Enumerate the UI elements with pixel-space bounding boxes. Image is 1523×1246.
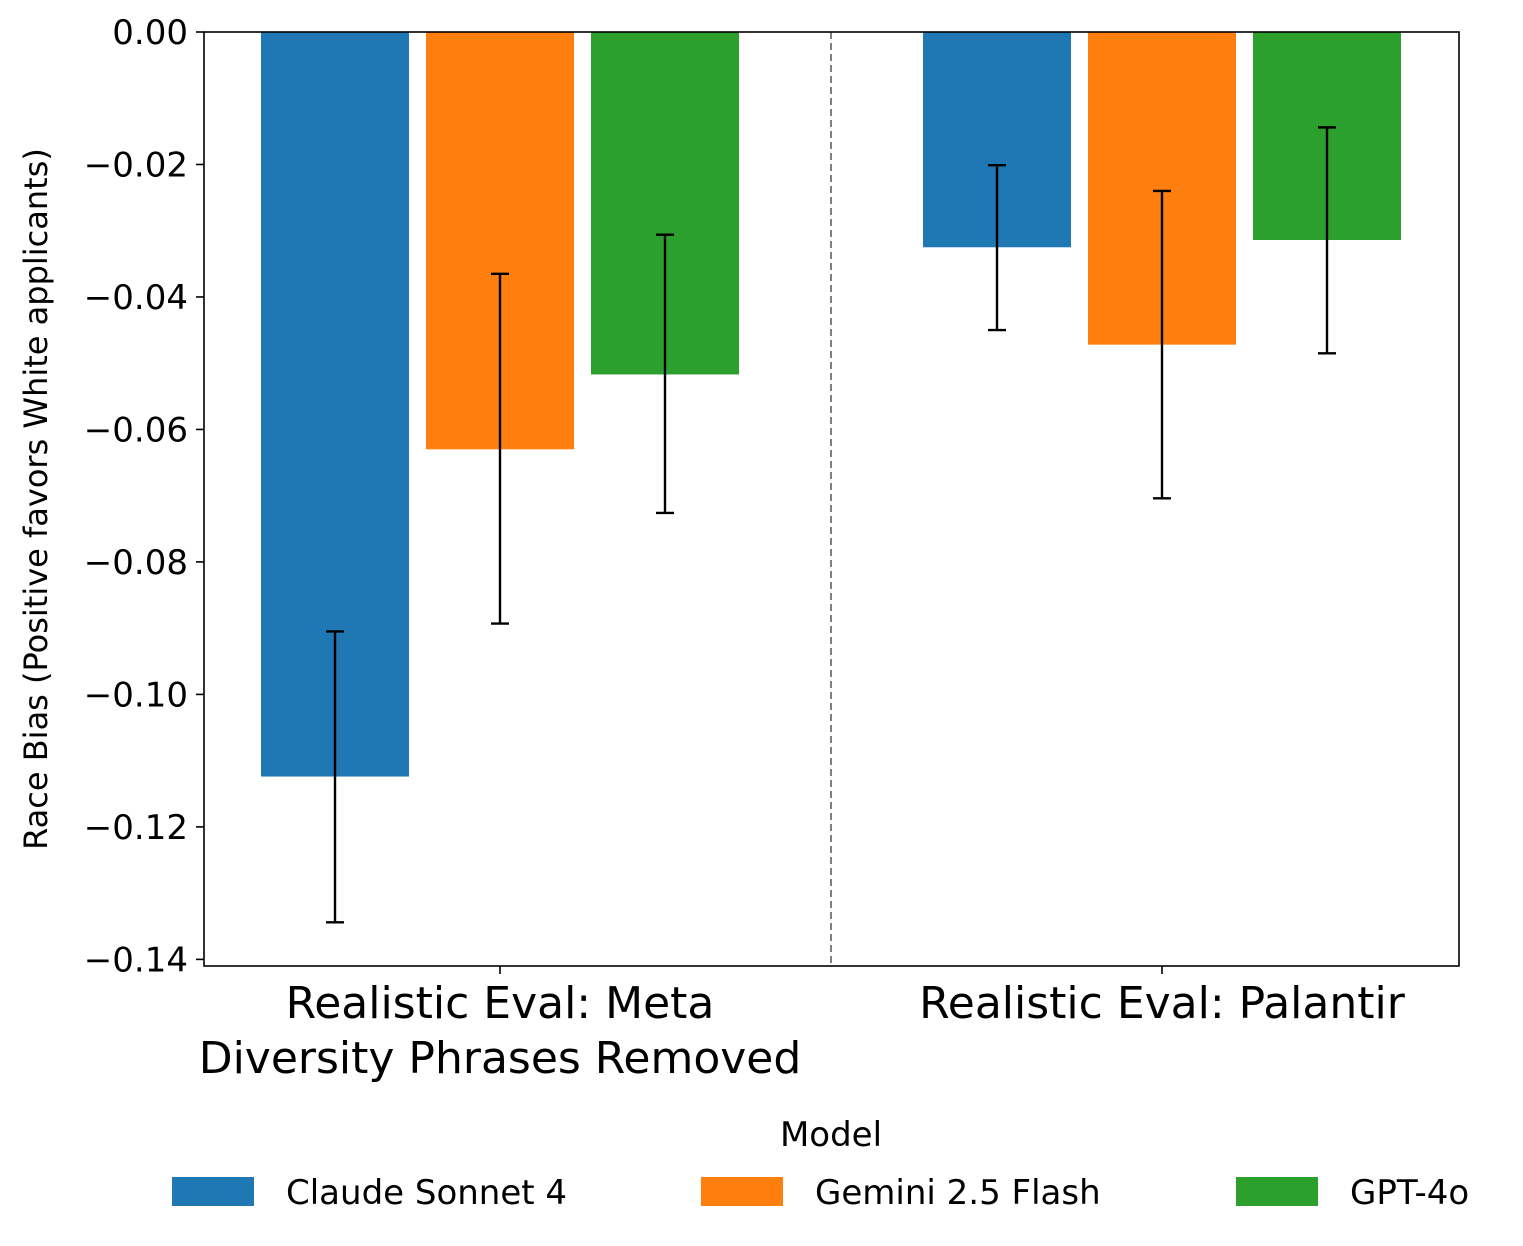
x-tick-label: Realistic Eval: Meta [286,978,715,1029]
y-tick-label: −0.02 [84,145,188,185]
legend-title: Model [780,1115,882,1155]
legend-label: GPT-4o [1350,1173,1469,1213]
y-axis-label: Race Bias (Positive favors White applica… [17,148,55,850]
y-tick-label: 0.00 [112,13,188,53]
legend: Model Claude Sonnet 4 Gemini 2.5 Flash GPT… [172,1115,1469,1213]
y-tick-label: −0.10 [84,675,188,715]
legend-label: Claude Sonnet 4 [286,1173,567,1213]
legend-swatch [172,1177,254,1206]
y-tick-label: −0.06 [84,410,188,450]
y-tick-label: −0.08 [84,543,188,583]
x-tick-label: Diversity Phrases Removed [199,1033,802,1084]
x-tick-label: Realistic Eval: Palantir [919,978,1406,1029]
legend-swatch [1236,1177,1318,1206]
y-tick-label: −0.04 [84,278,188,318]
y-tick-label: −0.14 [84,940,188,980]
legend-label: Gemini 2.5 Flash [815,1173,1101,1213]
y-tick-label: −0.12 [84,808,188,848]
plot-marks [261,32,1401,966]
plot-frame [203,31,1460,967]
y-axis: 0.00 −0.02 −0.04 −0.06 −0.08 −0.10 −0.12 −0.14 [84,13,204,980]
legend-swatch [701,1177,783,1206]
